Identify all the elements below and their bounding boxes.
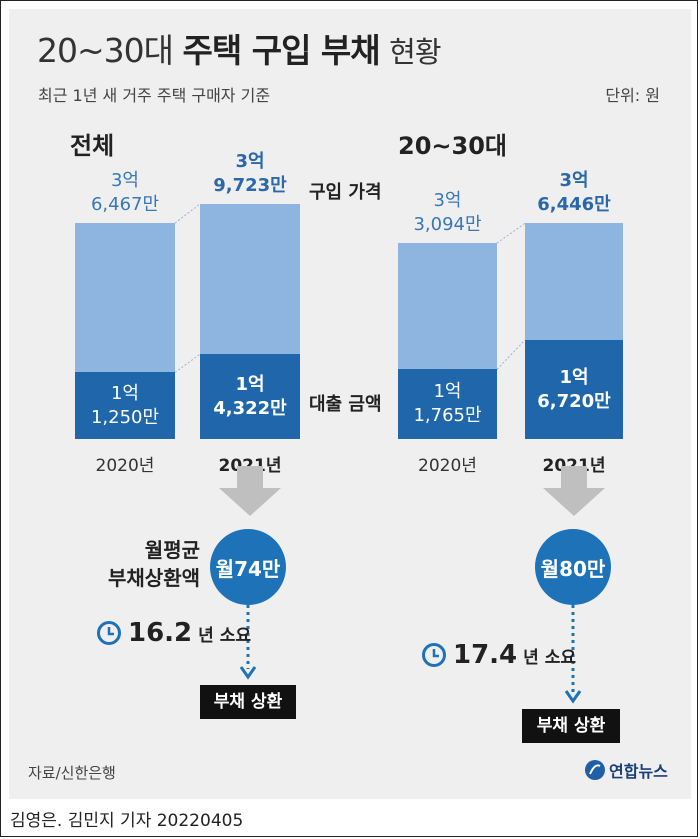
connector-loan-2030 (496, 339, 526, 370)
price-label-2030-2021: 3억 6,446만 (537, 170, 611, 216)
loan-label-total-2021: 1억 4,322만 (213, 373, 287, 419)
unit-label: 단위: 원 (605, 86, 660, 105)
logo-text: 연합뉴스 (609, 762, 668, 781)
bar-2030-2021-loan (525, 340, 623, 439)
logo: 연합뉴스 (584, 758, 668, 782)
year-label-2030-2020: 2020년 (418, 456, 477, 476)
duration-total: 16.2 년 소요 (96, 618, 251, 648)
monthly-circle-2030: 월80만 (535, 529, 611, 605)
byline: 김영은. 김민지 기자 20220405 (10, 811, 244, 831)
price-label-total-2020: 3억 6,467만 (90, 170, 160, 216)
arrow-down-2030 (543, 466, 605, 516)
page-title: 20~30대 주택 구입 부채 현황 (37, 24, 442, 72)
arrow-down-total (219, 466, 281, 516)
clock-icon (97, 621, 121, 645)
yonhap-logo-icon (585, 760, 605, 780)
price-label-2030-2020: 3억 3,094만 (413, 190, 482, 236)
connector-loan-total (174, 353, 201, 373)
repay-badge-2030: 부채 상환 (522, 709, 620, 743)
price-label-total-2021: 3억 9,723만 (213, 150, 287, 196)
connector-price-total (174, 203, 201, 224)
group-label-total: 전체 (70, 132, 115, 160)
title-tail: 현황 (389, 35, 441, 69)
duration-number-2030: 17.4 (453, 640, 518, 670)
year-label-total-2020: 2020년 (95, 456, 155, 476)
duration-2030: 17.4 년 소요 (421, 640, 576, 670)
monthly-repayment-label: 월평균 부채상환액 (108, 538, 200, 590)
duration-unit-2030: 년 소요 (523, 647, 576, 668)
clock-icon (422, 643, 446, 667)
loan-label-2030-2021: 1억 6,720만 (537, 366, 611, 412)
duration-unit-total: 년 소요 (198, 625, 251, 646)
bar-2030-2020-loan (398, 369, 497, 439)
bar-total-2021-loan (200, 354, 300, 439)
connector-price-2030 (496, 222, 526, 244)
title-light: 20~30대 (37, 31, 174, 70)
label-loan-amount: 대출 금액 (309, 394, 382, 415)
repay-badge-total: 부채 상환 (200, 685, 296, 719)
duration-number-total: 16.2 (128, 618, 193, 648)
dotted-arrow-total (239, 605, 257, 680)
monthly-circle-total: 월74만 (210, 529, 286, 605)
loan-label-total-2020: 1억 1,250만 (90, 382, 160, 428)
loan-label-2030-2020: 1억 1,765만 (413, 381, 482, 427)
group-label-2030: 20~30대 (398, 132, 507, 160)
label-purchase-price: 구입 가격 (309, 182, 382, 203)
title-bold: 주택 구입 부채 (182, 31, 381, 70)
bar-total-2020-loan (75, 372, 175, 439)
dotted-arrow-2030 (564, 605, 582, 704)
source-label: 자료/신한은행 (28, 764, 116, 782)
subtitle: 최근 1년 새 거주 주택 구매자 기준 (38, 86, 271, 105)
